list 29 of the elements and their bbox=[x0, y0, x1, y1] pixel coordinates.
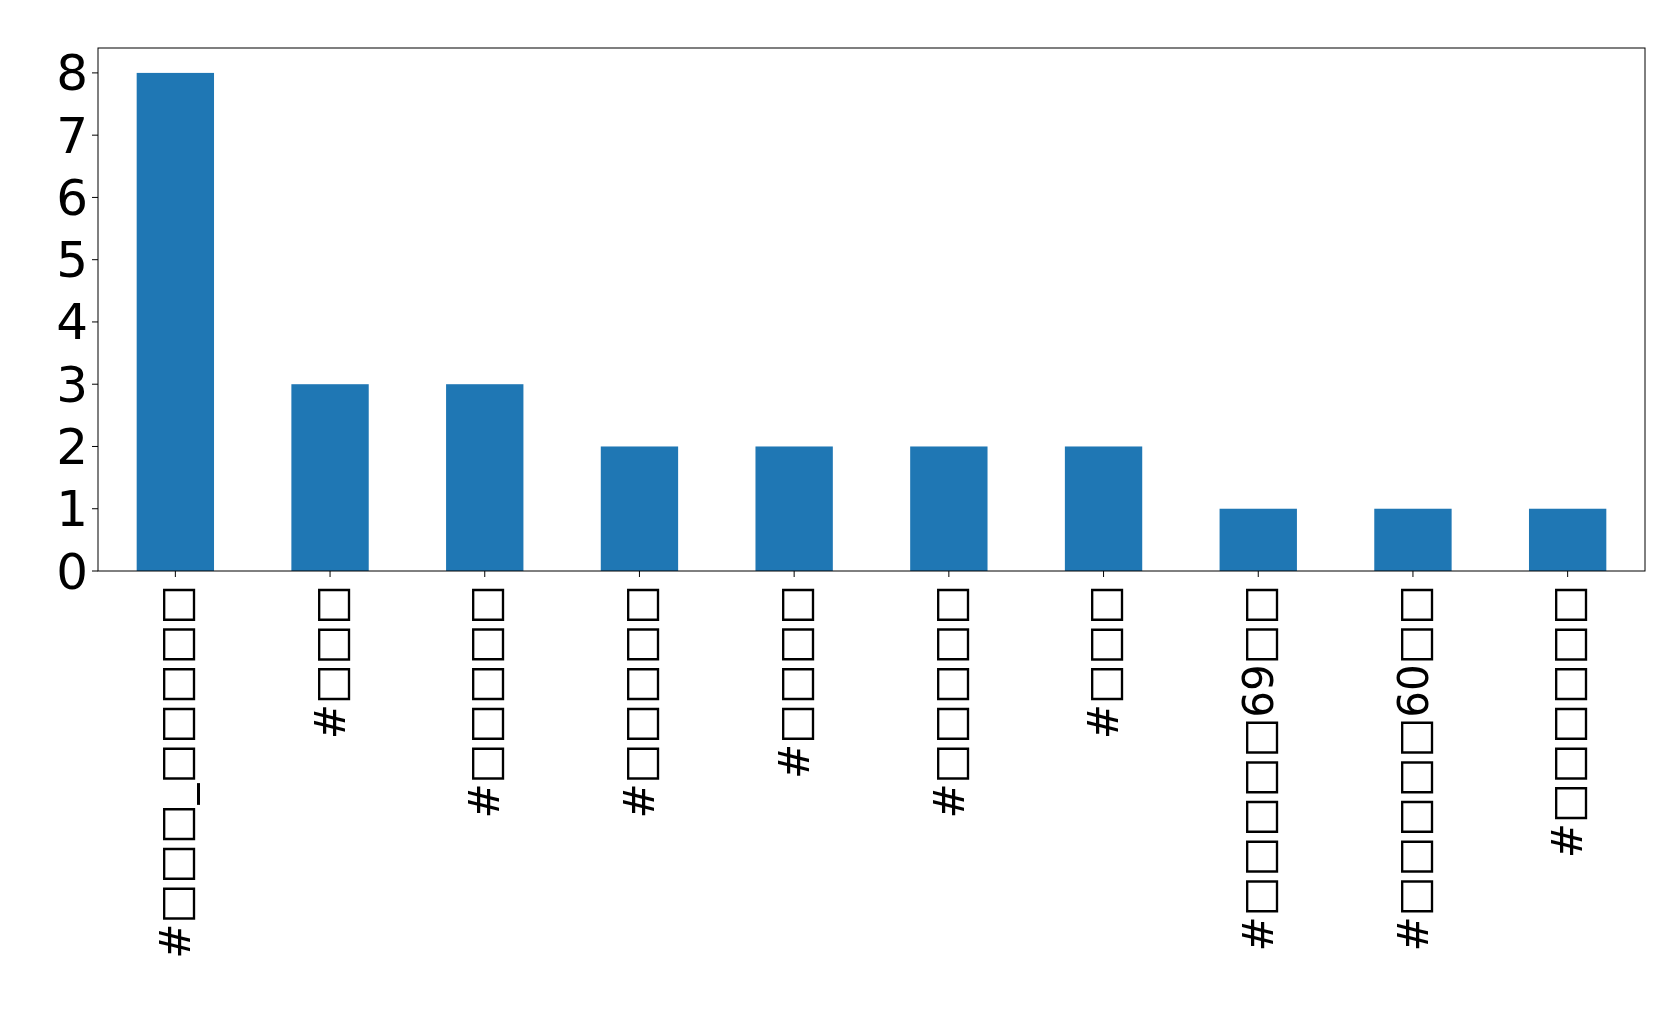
x-tick-label: #□□□□ bbox=[769, 585, 819, 779]
x-tick-label: #□□□□□ bbox=[460, 585, 510, 819]
bar bbox=[1374, 508, 1452, 571]
bar bbox=[1219, 508, 1297, 571]
y-tick-label: 3 bbox=[56, 355, 88, 414]
x-tick-label: #□□□□□60□□ bbox=[1388, 585, 1438, 952]
bar bbox=[600, 446, 679, 571]
x-tick-label: #□□□□□□ bbox=[1543, 585, 1593, 859]
y-tick-label: 5 bbox=[56, 231, 88, 290]
x-tick-label: #□□□□□69□□ bbox=[1233, 585, 1283, 952]
bar bbox=[291, 384, 369, 571]
x-tick-label: #□□□ bbox=[1079, 585, 1129, 740]
x-tick-label: #□□□ bbox=[305, 585, 355, 740]
y-tick-label: 1 bbox=[56, 480, 88, 539]
x-tick-label: #□□□□□ bbox=[615, 585, 665, 819]
x-tick-label: #□□□_□□□□□ bbox=[151, 585, 201, 959]
y-tick-label: 2 bbox=[56, 417, 88, 476]
bar bbox=[1528, 508, 1607, 571]
bar bbox=[910, 446, 988, 571]
y-tick-label: 8 bbox=[56, 44, 88, 103]
bar bbox=[1064, 446, 1143, 571]
y-tick-label: 7 bbox=[56, 106, 88, 165]
y-tick-label: 6 bbox=[56, 168, 88, 227]
bar bbox=[446, 384, 524, 571]
y-tick-label: 0 bbox=[56, 542, 88, 601]
bar bbox=[755, 446, 833, 571]
x-tick-label: #□□□□□ bbox=[924, 585, 974, 819]
y-tick-label: 4 bbox=[56, 293, 88, 352]
bar bbox=[136, 72, 215, 571]
